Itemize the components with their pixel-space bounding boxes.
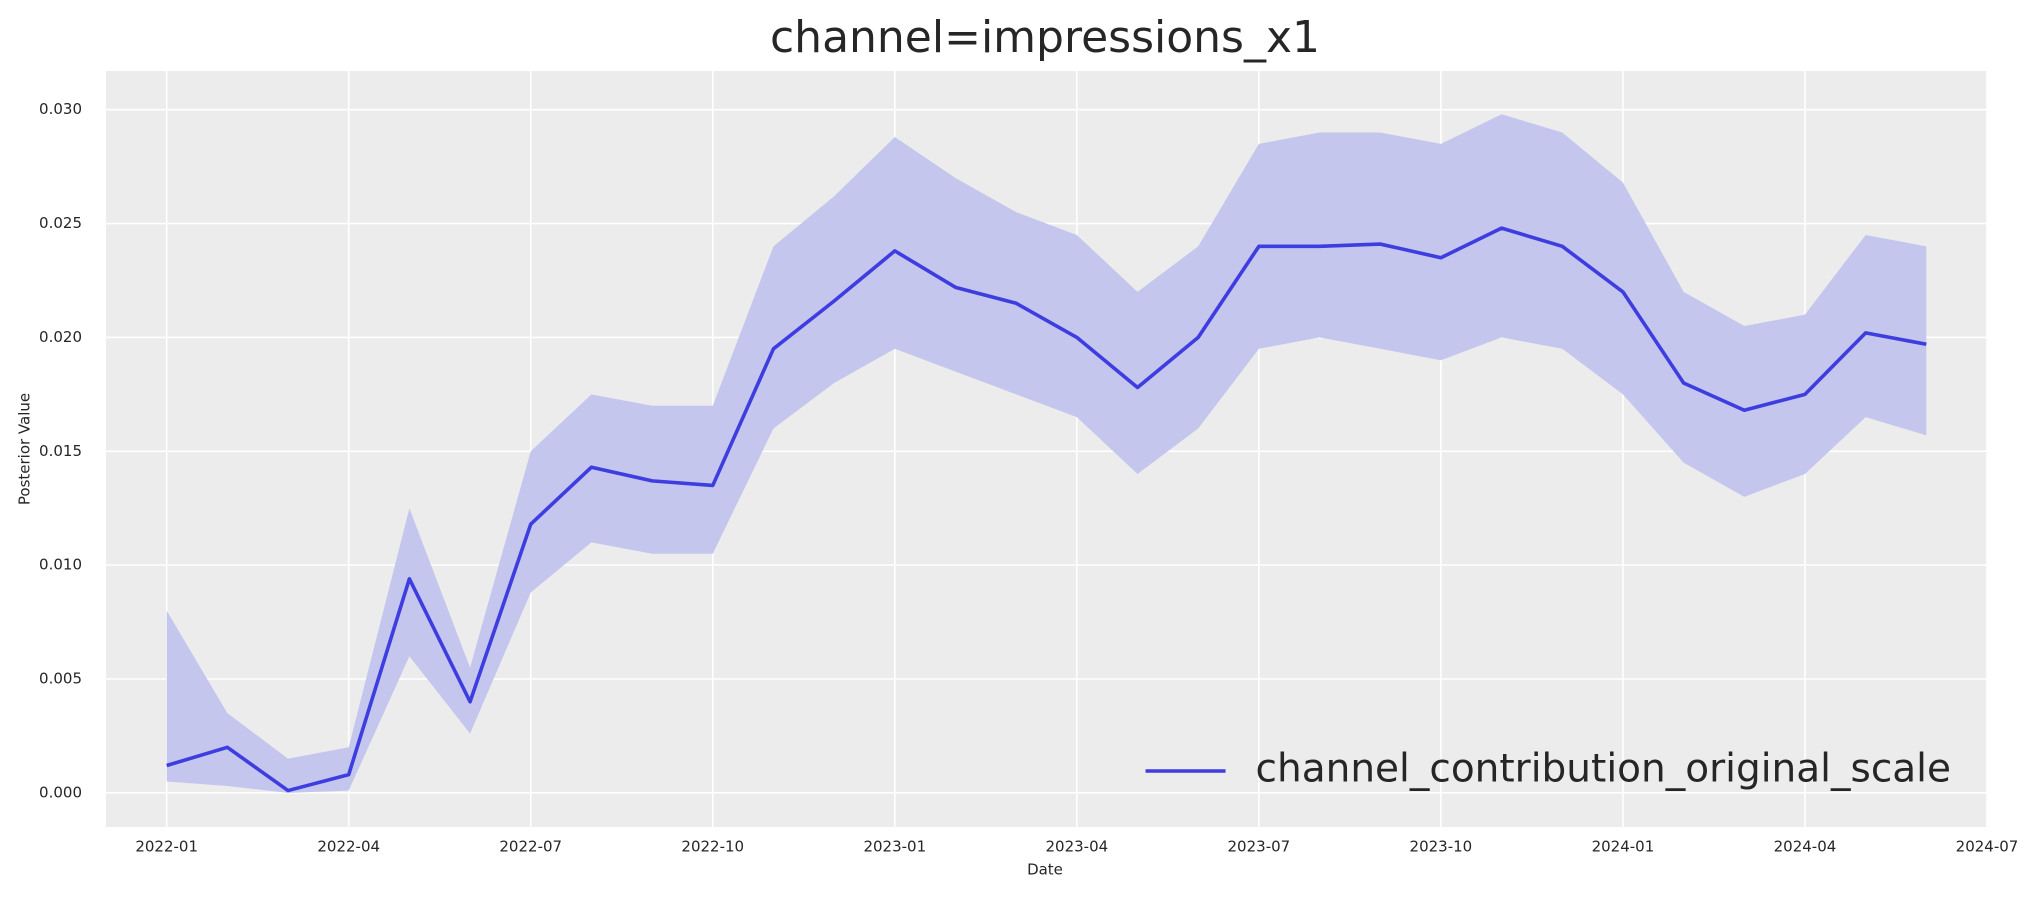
x-tick-label: 2022-04 (317, 838, 380, 856)
y-axis-label: Posterior Value (16, 393, 34, 505)
x-tick-label: 2024-01 (1592, 838, 1655, 856)
marks (166, 114, 1927, 793)
x-tick-label: 2023-07 (1228, 838, 1291, 856)
x-tick-label: 2024-07 (1956, 838, 2019, 856)
x-tick-label: 2024-04 (1774, 838, 1837, 856)
legend-label: channel_contribution_original_scale (1256, 747, 1951, 792)
y-tick-label: 0.005 (39, 669, 82, 687)
x-tick-label: 2022-10 (681, 838, 744, 856)
y-tick-label: 0.010 (39, 556, 82, 574)
x-tick-label: 2022-07 (499, 838, 562, 856)
y-tick-label: 0.000 (39, 783, 82, 801)
x-tick-label: 2023-10 (1410, 838, 1473, 856)
y-tick-label: 0.020 (39, 328, 82, 346)
x-tick-label: 2023-04 (1045, 838, 1108, 856)
hdi-band (166, 114, 1927, 793)
series-line (166, 226, 1927, 793)
chart-title: channel=impressions_x1 (770, 12, 1320, 63)
y-tick-label: 0.015 (39, 442, 82, 460)
legend-item: channel_contribution_original_scale (1145, 747, 1951, 792)
y-tick-label: 0.030 (39, 100, 82, 118)
x-tick-label: 2023-01 (863, 838, 926, 856)
x-axis-label: Date (1027, 861, 1063, 879)
x-tick-label: 2022-01 (135, 838, 198, 856)
y-tick-label: 0.025 (39, 214, 82, 232)
